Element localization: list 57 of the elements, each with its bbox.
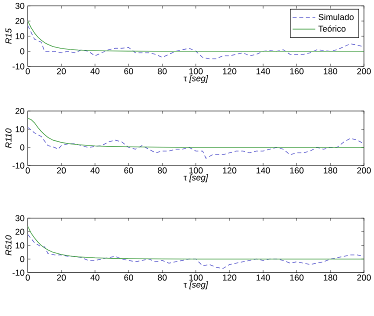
- x-tick-label: 40: [90, 274, 100, 280]
- x-tick-label: 200: [357, 167, 371, 174]
- y-axis-title: R510: [5, 235, 12, 256]
- x-tick-label: 100: [189, 68, 203, 74]
- x-tick-label: 180: [324, 68, 338, 74]
- x-tick-label: 60: [124, 274, 134, 280]
- x-axis-title: τ [seg]: [184, 174, 208, 182]
- x-tick-label: 20: [57, 68, 66, 74]
- y-tick-label: -10: [12, 162, 24, 168]
- x-tick-label: 20: [57, 167, 66, 174]
- y-tick-label: 10: [16, 242, 24, 248]
- y-tick-label: -10: [12, 63, 24, 70]
- x-tick-label: 120: [222, 68, 236, 74]
- x-tick-label: 40: [90, 68, 100, 74]
- x-tick-label: 200: [357, 68, 371, 74]
- legend-label: Teórico: [318, 25, 346, 32]
- x-tick-label: 0: [26, 274, 30, 280]
- line-series: [28, 226, 364, 260]
- x-tick-label: 80: [158, 274, 167, 280]
- y-axis-title: R110: [5, 128, 12, 148]
- y-tick-label: 0: [20, 144, 24, 150]
- x-tick-label: 160: [290, 68, 304, 74]
- x-tick-label: 100: [189, 274, 203, 280]
- x-tick-label: 140: [256, 68, 270, 74]
- x-tick-label: 80: [158, 167, 167, 174]
- x-tick-label: 140: [256, 167, 270, 174]
- x-tick-label: 120: [222, 167, 236, 174]
- x-tick-label: 60: [124, 167, 134, 174]
- x-tick-label: 0: [26, 68, 30, 74]
- y-tick-label: 20: [16, 108, 24, 114]
- line-series: [28, 118, 364, 148]
- x-axis-title: τ [seg]: [184, 281, 208, 290]
- x-tick-label: 140: [256, 274, 270, 280]
- y-axis-title: R15: [6, 28, 12, 44]
- y-tick-label: 30: [15, 2, 24, 9]
- y-tick-label: 0: [20, 48, 24, 54]
- x-tick-label: 180: [324, 167, 338, 174]
- x-tick-label: 120: [222, 274, 236, 280]
- x-tick-label: 40: [90, 167, 100, 174]
- y-tick-label: 10: [16, 126, 24, 132]
- y-tick-label: 20: [16, 18, 24, 24]
- x-axis-title: τ [seg]: [184, 74, 208, 83]
- x-tick-label: 100: [189, 167, 203, 174]
- x-tick-label: 160: [290, 274, 304, 280]
- y-tick-label: -10: [12, 270, 24, 276]
- x-tick-label: 20: [57, 274, 66, 280]
- y-tick-label: 30: [15, 214, 24, 222]
- x-tick-label: 160: [290, 167, 304, 174]
- legend-label: Simulado: [318, 14, 354, 20]
- x-tick-label: 60: [124, 68, 134, 74]
- x-tick-label: 0: [26, 167, 30, 174]
- y-tick-label: 0: [20, 256, 24, 262]
- x-tick-label: 80: [158, 68, 167, 74]
- x-tick-label: 180: [324, 274, 338, 280]
- x-tick-label: 200: [357, 274, 371, 280]
- y-tick-label: 10: [16, 32, 24, 40]
- y-tick-label: 20: [16, 228, 24, 235]
